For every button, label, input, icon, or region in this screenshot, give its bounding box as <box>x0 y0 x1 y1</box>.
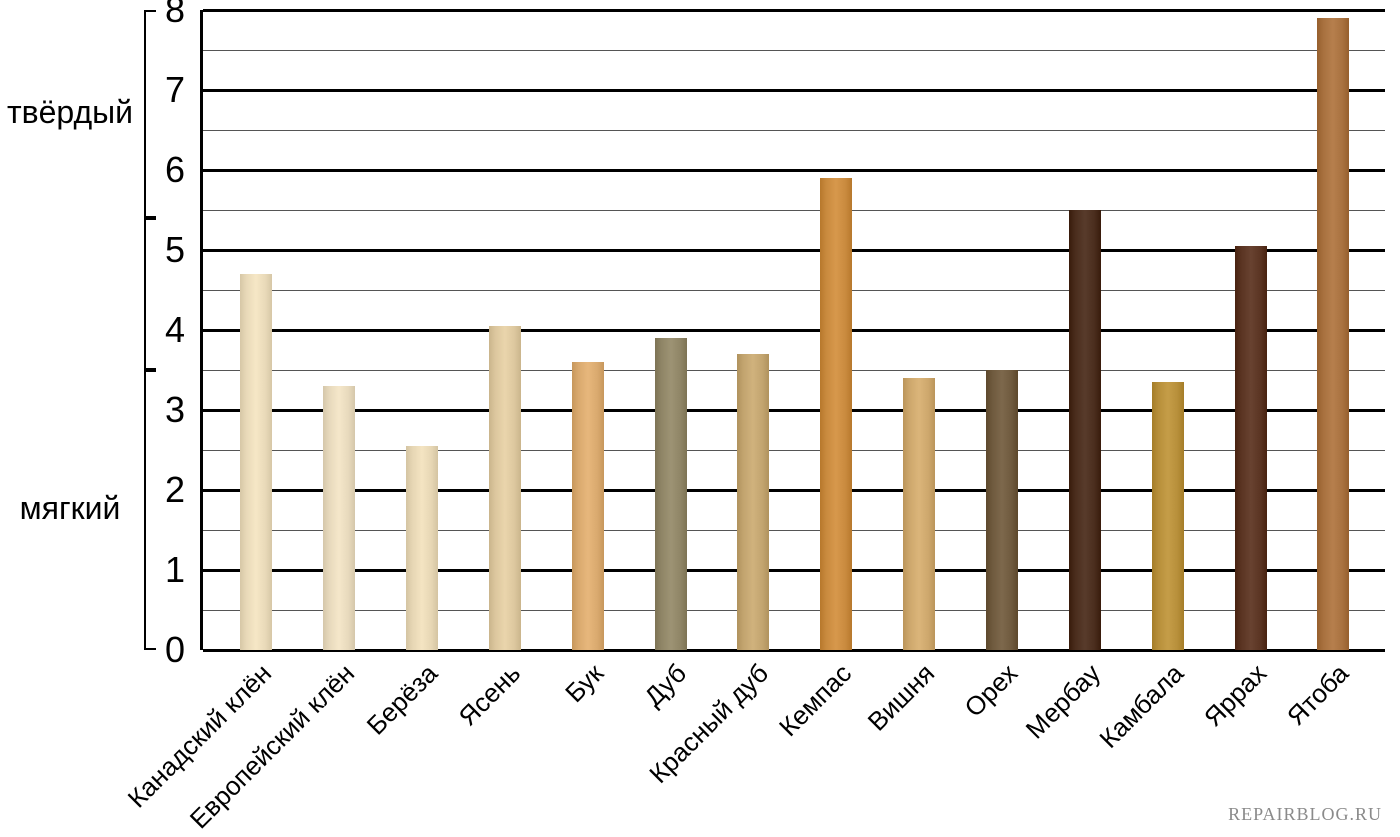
bar <box>1235 246 1267 650</box>
bar <box>903 378 935 650</box>
bar <box>737 354 769 650</box>
bar <box>406 446 438 650</box>
bar <box>489 326 521 650</box>
ytick-label: 3 <box>145 389 185 431</box>
bars-container <box>205 10 1385 650</box>
ytick-label: 1 <box>145 549 185 591</box>
bar <box>820 178 852 650</box>
ytick-label: 5 <box>145 229 185 271</box>
bar <box>240 274 272 650</box>
range-label: твёрдый <box>2 94 138 131</box>
bar <box>572 362 604 650</box>
ytick-label: 8 <box>145 0 185 31</box>
range-bracket <box>144 218 146 370</box>
ytick-label: 6 <box>145 149 185 191</box>
range-bracket <box>144 10 146 218</box>
ytick-label: 2 <box>145 469 185 511</box>
bar <box>1317 18 1349 650</box>
ytick-label: 0 <box>145 629 185 671</box>
bar <box>323 386 355 650</box>
ytick-label: 4 <box>145 309 185 351</box>
range-bracket <box>144 370 146 650</box>
ytick-label: 7 <box>145 69 185 111</box>
watermark: REPAIRBLOG.RU <box>1228 804 1382 825</box>
range-label: мягкий <box>2 490 138 527</box>
bar <box>986 370 1018 650</box>
bar <box>1152 382 1184 650</box>
hardness-bar-chart: 012345678 <box>150 10 1385 650</box>
bar <box>1069 210 1101 650</box>
bar <box>655 338 687 650</box>
